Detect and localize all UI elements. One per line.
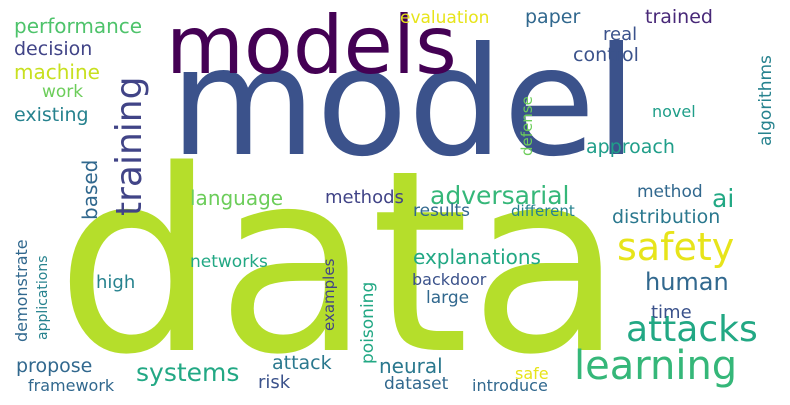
- word-models: models: [166, 0, 457, 92]
- word-framework: framework: [28, 376, 115, 395]
- word-demonstrate: demonstrate: [12, 239, 31, 342]
- word-approach: approach: [586, 136, 675, 158]
- word-existing: existing: [14, 104, 89, 126]
- word-applications: applications: [35, 255, 51, 340]
- word-decision: decision: [14, 38, 93, 60]
- word-explanations: explanations: [413, 245, 541, 269]
- word-neural: neural: [379, 354, 443, 378]
- word-time: time: [651, 302, 692, 323]
- word-paper: paper: [525, 6, 581, 28]
- word-introduce: introduce: [472, 376, 548, 395]
- word-method: method: [637, 182, 703, 202]
- word-trained: trained: [645, 6, 713, 28]
- word-results: results: [413, 201, 470, 221]
- word-adversarial: adversarial: [430, 181, 570, 210]
- word-dataset: dataset: [384, 374, 449, 394]
- word-different: different: [511, 202, 575, 220]
- word-attack: attack: [272, 352, 332, 374]
- word-human: human: [645, 268, 729, 296]
- word-attacks: attacks: [626, 309, 758, 350]
- word-large: large: [426, 288, 470, 308]
- word-examples: examples: [320, 258, 338, 331]
- word-safe: safe: [515, 364, 549, 383]
- word-high: high: [96, 272, 136, 293]
- word-real: real: [603, 24, 638, 45]
- word-algorithms: algorithms: [756, 55, 776, 146]
- word-language: language: [190, 186, 284, 210]
- word-safety: safety: [617, 225, 735, 269]
- word-based: based: [78, 159, 102, 220]
- word-distribution: distribution: [612, 206, 721, 228]
- word-training: training: [109, 76, 150, 216]
- word-networks: networks: [190, 252, 268, 272]
- word-systems: systems: [136, 358, 240, 387]
- word-poisoning: poisoning: [358, 281, 378, 364]
- word-control: control: [573, 44, 639, 66]
- word-data: data: [56, 117, 624, 405]
- word-ai: ai: [712, 184, 735, 213]
- word-risk: risk: [258, 372, 291, 393]
- word-backdoor: backdoor: [412, 270, 487, 289]
- word-novel: novel: [652, 102, 696, 121]
- word-performance: performance: [14, 14, 143, 38]
- word-defense: defense: [518, 96, 536, 156]
- word-machine: machine: [14, 60, 100, 84]
- word-methods: methods: [325, 187, 404, 208]
- word-evaluation: evaluation: [400, 8, 490, 28]
- word-work: work: [42, 82, 84, 102]
- word-propose: propose: [16, 355, 93, 377]
- word-learning: learning: [574, 343, 738, 389]
- word-model: model: [170, 16, 638, 190]
